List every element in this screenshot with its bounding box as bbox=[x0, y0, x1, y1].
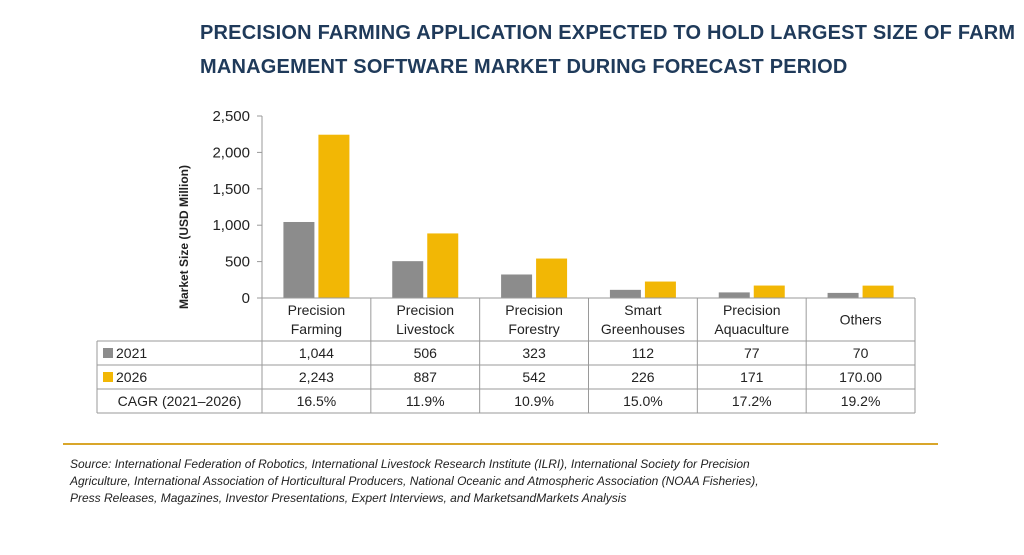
cagr-value-0: 16.5% bbox=[297, 393, 337, 409]
chart-title-line-2: MANAGEMENT SOFTWARE MARKET DURING FORECA… bbox=[200, 56, 848, 78]
legend-label-2021: 2021 bbox=[116, 345, 147, 361]
y-tick-label: 2,500 bbox=[212, 108, 250, 125]
source-line-3: Press Releases, Magazines, Investor Pres… bbox=[70, 491, 627, 505]
legend-swatch-2026 bbox=[103, 372, 113, 382]
category-label: Forestry bbox=[508, 321, 559, 337]
bar-2026-4 bbox=[753, 285, 785, 298]
cagr-row-label: CAGR (2021–2026) bbox=[118, 393, 242, 409]
category-label: Aquaculture bbox=[714, 321, 789, 337]
bar-chart: 0 500 1,000 1,500 2,000 2,500 Market Size (USD… bbox=[96, 108, 916, 414]
category-label: Livestock bbox=[396, 321, 455, 337]
legend-swatch-2021 bbox=[103, 348, 113, 358]
bar-2021-4 bbox=[718, 292, 750, 298]
bar-2026-5 bbox=[862, 285, 894, 298]
bar-2021-2 bbox=[501, 274, 533, 298]
y-tick-label: 500 bbox=[225, 254, 250, 271]
data-label-2021-4: 77 bbox=[744, 345, 760, 361]
y-tick-label: 1,000 bbox=[212, 217, 250, 234]
bar-2026-0 bbox=[318, 134, 350, 298]
chart-title-line-1: PRECISION FARMING APPLICATION EXPECTED T… bbox=[200, 22, 1016, 44]
y-tick-label: 0 bbox=[242, 290, 250, 307]
divider-rule bbox=[63, 443, 938, 445]
data-label-2026-1: 887 bbox=[414, 369, 438, 385]
source-note: Source: International Federation of Robo… bbox=[70, 456, 950, 507]
source-line-1: Source: International Federation of Robo… bbox=[70, 457, 750, 471]
category-label: Greenhouses bbox=[601, 321, 685, 337]
category-label: Others bbox=[840, 312, 882, 328]
source-line-2: Agriculture, International Association o… bbox=[70, 474, 759, 488]
legend-label-2026: 2026 bbox=[116, 369, 147, 385]
category-label: Precision bbox=[505, 302, 563, 318]
data-label-2021-3: 112 bbox=[632, 345, 655, 361]
y-tick-label: 1,500 bbox=[212, 181, 250, 198]
data-label-2021-2: 323 bbox=[522, 345, 546, 361]
bar-2021-0 bbox=[283, 221, 315, 298]
bar-2026-1 bbox=[427, 233, 459, 298]
cagr-value-1: 11.9% bbox=[406, 393, 445, 409]
category-label: Farming bbox=[291, 321, 342, 337]
data-label-2026-4: 171 bbox=[740, 369, 764, 385]
bar-2021-3 bbox=[609, 289, 641, 298]
y-tick-label: 2,000 bbox=[212, 144, 250, 161]
cagr-value-5: 19.2% bbox=[841, 393, 881, 409]
bar-2026-3 bbox=[644, 281, 676, 298]
bar-2021-1 bbox=[392, 261, 424, 298]
cagr-value-3: 15.0% bbox=[623, 393, 663, 409]
category-label: Precision bbox=[396, 302, 454, 318]
data-label-2021-0: 1,044 bbox=[299, 345, 334, 361]
cagr-value-2: 10.9% bbox=[514, 393, 554, 409]
category-label: Smart bbox=[624, 302, 661, 318]
data-label-2021-1: 506 bbox=[414, 345, 438, 361]
data-label-2026-5: 170.00 bbox=[839, 369, 882, 385]
data-label-2026-2: 542 bbox=[522, 369, 546, 385]
y-axis-label: Market Size (USD Million) bbox=[177, 165, 191, 309]
bar-2026-2 bbox=[536, 258, 568, 298]
cagr-value-4: 17.2% bbox=[732, 393, 772, 409]
data-label-2021-5: 70 bbox=[853, 345, 869, 361]
bar-2021-5 bbox=[827, 292, 859, 298]
data-label-2026-0: 2,243 bbox=[299, 369, 334, 385]
category-label: Precision bbox=[288, 302, 346, 318]
data-label-2026-3: 226 bbox=[631, 369, 655, 385]
chart-title: PRECISION FARMING APPLICATION EXPECTED T… bbox=[200, 16, 1016, 84]
category-label: Precision bbox=[723, 302, 781, 318]
